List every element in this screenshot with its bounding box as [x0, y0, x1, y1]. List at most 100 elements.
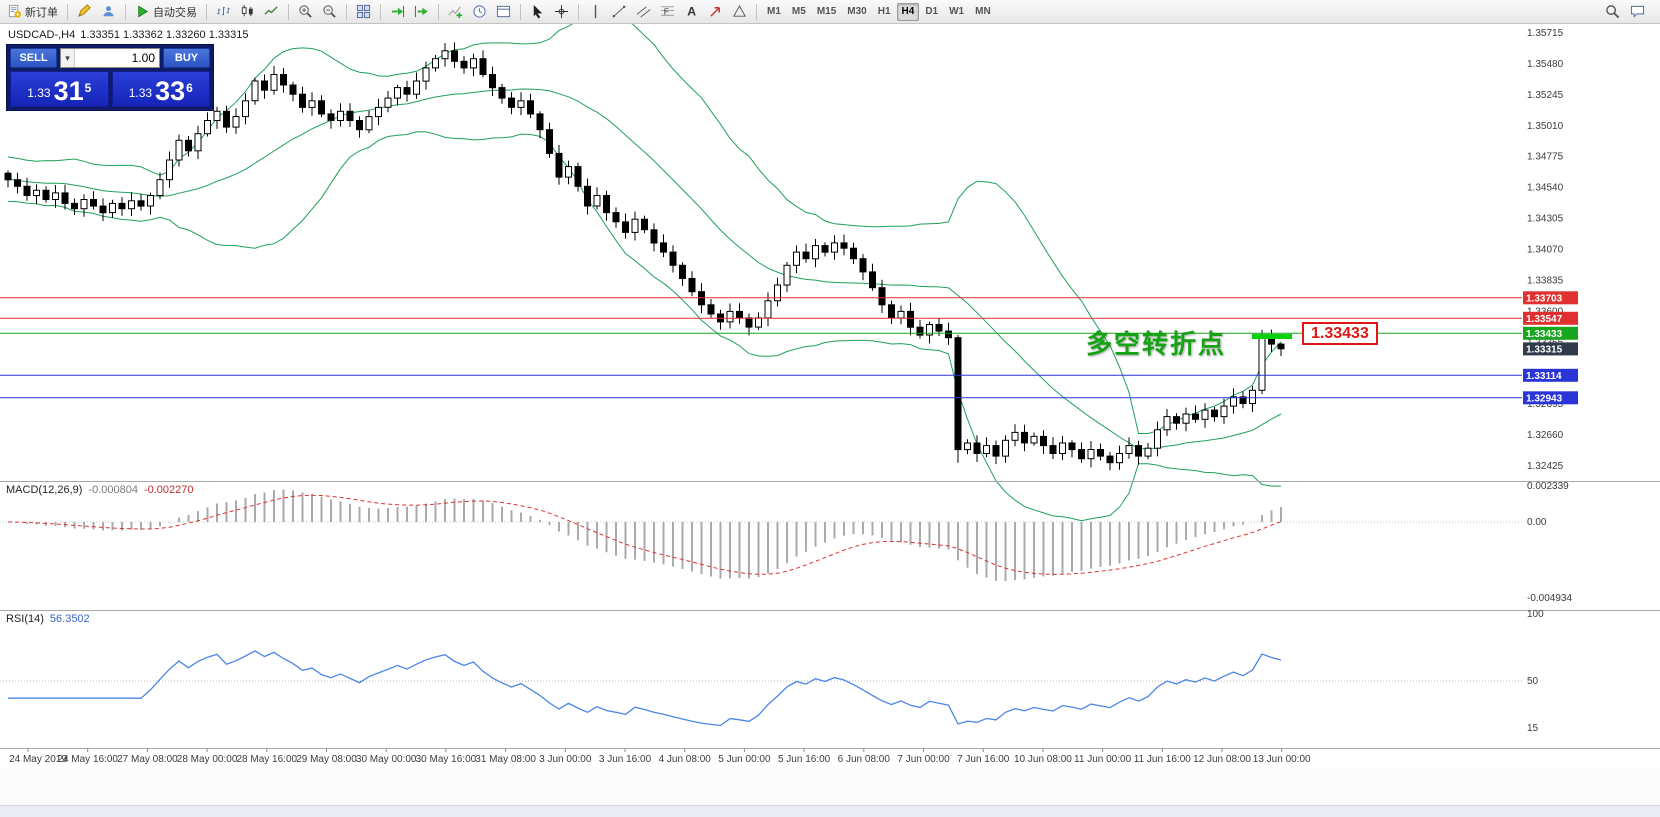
zoom-out-button[interactable] — [318, 2, 341, 22]
svg-text:30 May 00:00: 30 May 00:00 — [356, 754, 417, 765]
timeframe-m5-button[interactable]: M5 — [791, 6, 806, 17]
autotrading-button-label: 自动交易 — [153, 6, 197, 19]
svg-text:F: F — [664, 6, 669, 16]
chart-title: USDCAD-,H4 1.33351 1.33362 1.33260 1.3331… — [8, 29, 253, 41]
price-axis[interactable]: 1.35715 1.35480 1.35245 1.35010 1.34775 1.345… — [1527, 28, 1564, 472]
trendline-tool-button[interactable] — [608, 2, 631, 22]
tile-windows-button[interactable] — [352, 2, 375, 22]
arrow-tool-icon — [708, 4, 723, 19]
autotrading-button[interactable]: 自动交易 — [131, 2, 201, 22]
svg-text:1.34775: 1.34775 — [1527, 152, 1564, 163]
text-tool-icon: A — [684, 4, 699, 19]
shapes-tool-button[interactable] — [728, 2, 751, 22]
macd-axis[interactable]: 0.002339 0.00 -0.004934 — [1527, 481, 1572, 604]
periods-button[interactable] — [468, 2, 491, 22]
toolbar-right — [1601, 2, 1649, 22]
svg-text:10 Jun 08:00: 10 Jun 08:00 — [1014, 754, 1072, 765]
svg-text:4 Jun 08:00: 4 Jun 08:00 — [659, 754, 712, 765]
timeframe-m15-button[interactable]: M15 — [816, 6, 837, 17]
svg-text:1.32895: 1.32895 — [1527, 399, 1564, 410]
svg-text:1.33315: 1.33315 — [1526, 344, 1563, 355]
trendline-icon — [612, 4, 627, 19]
svg-text:30 May 16:00: 30 May 16:00 — [416, 754, 477, 765]
svg-text:1.34540: 1.34540 — [1527, 183, 1564, 194]
autotrading-play-icon — [135, 4, 150, 19]
price-callout-box[interactable]: 1.33433 — [1302, 322, 1378, 345]
tile-windows-icon — [356, 4, 371, 19]
svg-text:50: 50 — [1527, 676, 1539, 687]
svg-text:5 Jun 00:00: 5 Jun 00:00 — [718, 754, 771, 765]
templates-button[interactable] — [492, 2, 515, 22]
search-button[interactable] — [1601, 2, 1624, 22]
toolbar-left: 新订单 自动交易 F A M1 M5 M15 M30 H1 H4 D1 W1 MN — [3, 2, 996, 22]
ask-price-button[interactable]: 1.33 33 6 — [111, 71, 210, 107]
timeframe-d1-button[interactable]: D1 — [925, 6, 939, 17]
pencil-icon — [77, 4, 92, 19]
fibonacci-tool-button[interactable]: F — [656, 2, 679, 22]
ask-prefix: 1.33 — [128, 86, 153, 100]
rsi-label: RSI(14) 56.3502 — [6, 613, 90, 625]
timeframe-w1-button[interactable]: W1 — [949, 6, 965, 17]
macd-histogram — [16, 489, 1282, 582]
svg-text:1.35245: 1.35245 — [1527, 90, 1564, 101]
chat-button[interactable] — [1626, 2, 1649, 22]
timeframe-mn-button[interactable]: MN — [975, 6, 991, 17]
timeframe-m1-button[interactable]: M1 — [767, 6, 781, 17]
toolbar-separator — [206, 3, 207, 20]
timeframe-h1-button[interactable]: H1 — [877, 6, 891, 17]
data-window-button[interactable] — [97, 2, 120, 22]
sell-button[interactable]: SELL — [10, 48, 57, 68]
volume-dropdown-button[interactable]: ▾ — [61, 49, 75, 67]
rsi-axis[interactable]: 100 50 15 — [1527, 609, 1544, 734]
buy-button[interactable]: BUY — [163, 48, 210, 68]
zoom-in-button[interactable] — [294, 2, 317, 22]
cursor-icon — [530, 4, 545, 19]
volume-input[interactable] — [75, 49, 159, 67]
trend-marker-segment[interactable] — [1252, 334, 1292, 339]
chart-shift-icon — [414, 4, 429, 19]
timeframe-m30-button[interactable]: M30 — [847, 6, 867, 17]
crosshair-tool-button[interactable] — [550, 2, 573, 22]
toolbar-separator — [438, 3, 439, 20]
toolbar-separator — [288, 3, 289, 20]
chart-shift-button[interactable] — [410, 2, 433, 22]
svg-text:1.35480: 1.35480 — [1527, 59, 1564, 70]
svg-text:7 Jun 00:00: 7 Jun 00:00 — [897, 754, 950, 765]
indicators-button[interactable] — [444, 2, 467, 22]
text-tool-button[interactable]: A — [680, 2, 703, 22]
toolbar-separator — [380, 3, 381, 20]
svg-text:15: 15 — [1527, 723, 1539, 734]
svg-text:1.34070: 1.34070 — [1527, 245, 1564, 256]
crosshair-icon — [554, 4, 569, 19]
window-bottom-bar — [0, 805, 1660, 817]
auto-scroll-button[interactable] — [386, 2, 409, 22]
template-icon — [496, 4, 511, 19]
new-order-button[interactable]: 新订单 — [3, 2, 62, 22]
bar-chart-icon — [216, 4, 231, 19]
toolbar-separator — [346, 3, 347, 20]
price-tags: 1.33703 1.33547 1.33433 1.33114 1.32943 1.333… — [1523, 291, 1578, 405]
bid-big-digits: 31 — [53, 76, 84, 106]
vertical-line-tool-button[interactable] — [584, 2, 607, 22]
arrow-tool-button[interactable] — [704, 2, 727, 22]
candlestick-mode-button[interactable] — [236, 2, 259, 22]
svg-text:A: A — [687, 5, 696, 19]
bid-price-button[interactable]: 1.33 31 5 — [10, 71, 109, 107]
toolbar-separator — [756, 3, 757, 20]
svg-text:24 May 16:00: 24 May 16:00 — [57, 754, 118, 765]
chart-background — [0, 24, 1660, 768]
svg-text:24 May 2019: 24 May 2019 — [9, 754, 67, 765]
svg-text:0.002339: 0.002339 — [1527, 481, 1569, 492]
metaeditor-button[interactable] — [73, 2, 96, 22]
bar-chart-mode-button[interactable] — [212, 2, 235, 22]
annotation-text[interactable]: 多空转折点 — [1086, 329, 1227, 359]
timeframe-h4-button[interactable]: H4 — [896, 2, 920, 21]
line-chart-mode-button[interactable] — [260, 2, 283, 22]
svg-text:1.32943: 1.32943 — [1526, 393, 1563, 404]
channel-tool-button[interactable] — [632, 2, 655, 22]
cursor-tool-button[interactable] — [526, 2, 549, 22]
macd-main-value: -0.000804 — [88, 484, 138, 496]
rsi-value: 56.3502 — [49, 613, 90, 625]
candlestick-series — [4, 42, 1285, 471]
